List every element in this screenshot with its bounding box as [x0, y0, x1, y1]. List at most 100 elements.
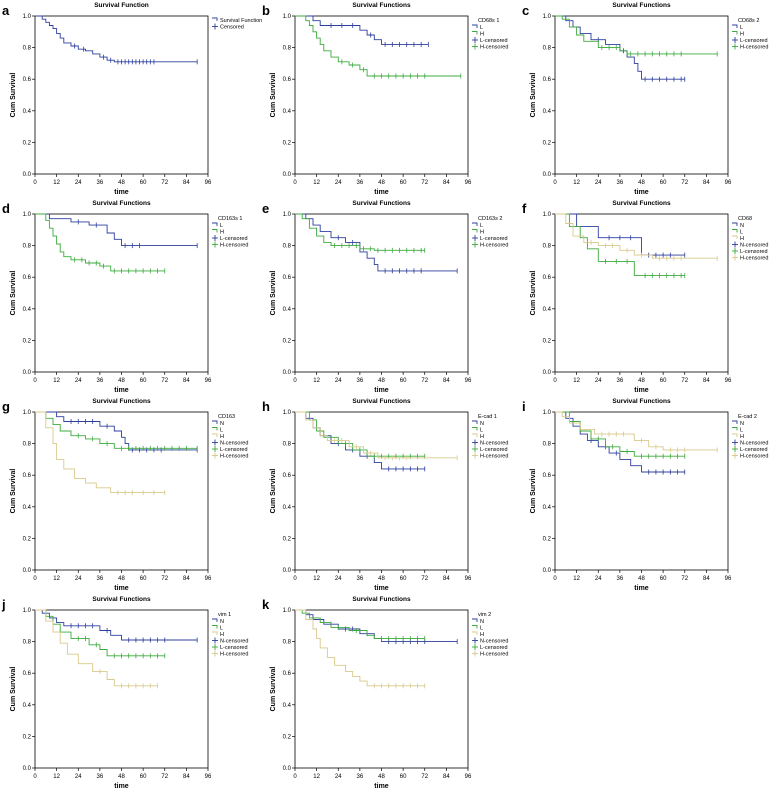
legend-item: L	[472, 24, 483, 31]
legend-item: L	[472, 427, 483, 434]
legend-item: L	[472, 625, 483, 632]
y-axis-label: Cum Survival	[530, 271, 537, 316]
legend-label: L-censored	[480, 236, 508, 242]
legend-label: H-censored	[480, 652, 508, 658]
legend-label: N	[740, 223, 744, 229]
legend-label: H-censored	[480, 454, 508, 460]
y-tick-label: 0.8	[23, 244, 32, 250]
legend-item: L	[732, 24, 743, 31]
legend-swatch-line	[472, 631, 478, 635]
series-line-l	[295, 213, 458, 272]
panel-letter: g	[2, 399, 10, 414]
legend-item: L-censored	[732, 37, 768, 44]
legend-item: H	[472, 31, 484, 38]
legend-label: H	[220, 434, 224, 440]
legend-label: N	[220, 421, 224, 427]
y-axis-label: Cum Survival	[270, 667, 277, 712]
x-tick-label: 24	[335, 576, 342, 582]
chart-title: Survival Functions	[612, 200, 671, 207]
panel-letter: f	[522, 201, 527, 216]
legend-item: H	[212, 433, 224, 440]
y-tick-label: 0.4	[543, 307, 552, 313]
y-tick-label: 0.6	[23, 473, 32, 479]
x-tick-label: 24	[75, 576, 82, 582]
km-panel-k: k Survival Functions 0 12 24 36 48 60 72 84 96 0.0 0…	[262, 596, 508, 790]
legend-swatch-line	[212, 229, 218, 233]
legend-swatch-line	[472, 420, 478, 424]
legend-item: N	[732, 420, 744, 427]
x-tick-label: 48	[638, 576, 645, 582]
legend-label: N-censored	[740, 243, 768, 249]
y-tick-label: 0.6	[543, 275, 552, 281]
legend-item: N-censored	[212, 439, 248, 447]
panel-letter: i	[522, 399, 526, 414]
legend-swatch-line	[732, 222, 738, 226]
x-tick-label: 60	[660, 378, 667, 384]
legend-title: CD163s 1	[218, 216, 242, 222]
y-axis-label: Cum Survival	[530, 73, 537, 118]
legend-label: H-censored	[480, 243, 508, 249]
x-tick-label: 24	[75, 774, 82, 780]
legend-item: N-censored	[472, 439, 508, 447]
legend-swatch-line	[212, 631, 218, 635]
x-tick-label: 72	[681, 180, 688, 186]
series-line-n	[35, 411, 198, 451]
legend-title: CD163s 2	[478, 216, 502, 222]
x-tick-label: 12	[53, 180, 60, 186]
y-tick-label: 1.0	[543, 410, 552, 416]
y-axis-label: Cum Survival	[10, 73, 17, 118]
legend-label: H-censored	[480, 45, 508, 51]
x-tick-label: 60	[660, 180, 667, 186]
legend-label: H	[220, 632, 224, 638]
x-tick-label: 12	[53, 774, 60, 780]
legend-item: H-censored	[212, 650, 248, 658]
legend-label: N-censored	[220, 639, 248, 645]
y-tick-label: 0.6	[543, 473, 552, 479]
legend-item: N	[212, 420, 224, 427]
x-tick-label: 0	[33, 378, 37, 384]
x-axis-label: time	[114, 783, 129, 790]
y-axis-label: Cum Survival	[10, 271, 17, 316]
y-tick-label: 0.6	[283, 473, 292, 479]
y-tick-label: 0.4	[23, 505, 32, 511]
x-tick-label: 0	[293, 774, 297, 780]
legend-swatch-line	[472, 24, 478, 28]
legend-swatch-line	[212, 17, 218, 21]
x-tick-label: 60	[400, 576, 407, 582]
x-tick-label: 72	[161, 576, 168, 582]
series-line-h	[295, 411, 458, 459]
x-tick-label: 96	[205, 576, 212, 582]
legend-item: Censored	[212, 23, 244, 31]
y-tick-label: 0.4	[543, 109, 552, 115]
x-tick-label: 72	[421, 576, 428, 582]
x-axis-label: time	[374, 387, 389, 394]
x-tick-label: 0	[293, 378, 297, 384]
legend-item: N-censored	[212, 637, 248, 645]
y-tick-label: 0.2	[23, 338, 32, 344]
legend-item: H	[472, 631, 484, 638]
series-line-l	[35, 411, 198, 449]
legend-swatch-line	[732, 229, 738, 233]
chart-title: Survival Functions	[612, 398, 671, 405]
legend-item: L-censored	[472, 37, 508, 44]
legend-label: Survival Function	[220, 18, 262, 24]
y-tick-label: 0.4	[23, 109, 32, 115]
x-tick-label: 12	[53, 576, 60, 582]
legend-label: L	[740, 230, 743, 236]
x-tick-label: 36	[97, 180, 104, 186]
x-axis-label: time	[374, 783, 389, 790]
x-tick-label: 48	[638, 378, 645, 384]
y-axis-label: Cum Survival	[10, 469, 17, 514]
legend-label: H-censored	[740, 256, 768, 262]
legend-title: vim 1	[218, 612, 231, 618]
y-axis-label: Cum Survival	[10, 667, 17, 712]
x-tick-label: 12	[573, 180, 580, 186]
km-panel-j: j Survival Functions 0 12 24 36 48 60 72 84 96 0.0 0…	[1, 596, 248, 790]
series-line-h	[555, 411, 718, 451]
y-tick-label: 0.2	[543, 140, 552, 146]
x-tick-label: 48	[378, 180, 385, 186]
x-axis-label: time	[634, 585, 649, 592]
x-tick-label: 60	[140, 576, 147, 582]
legend-item: N	[472, 618, 484, 625]
